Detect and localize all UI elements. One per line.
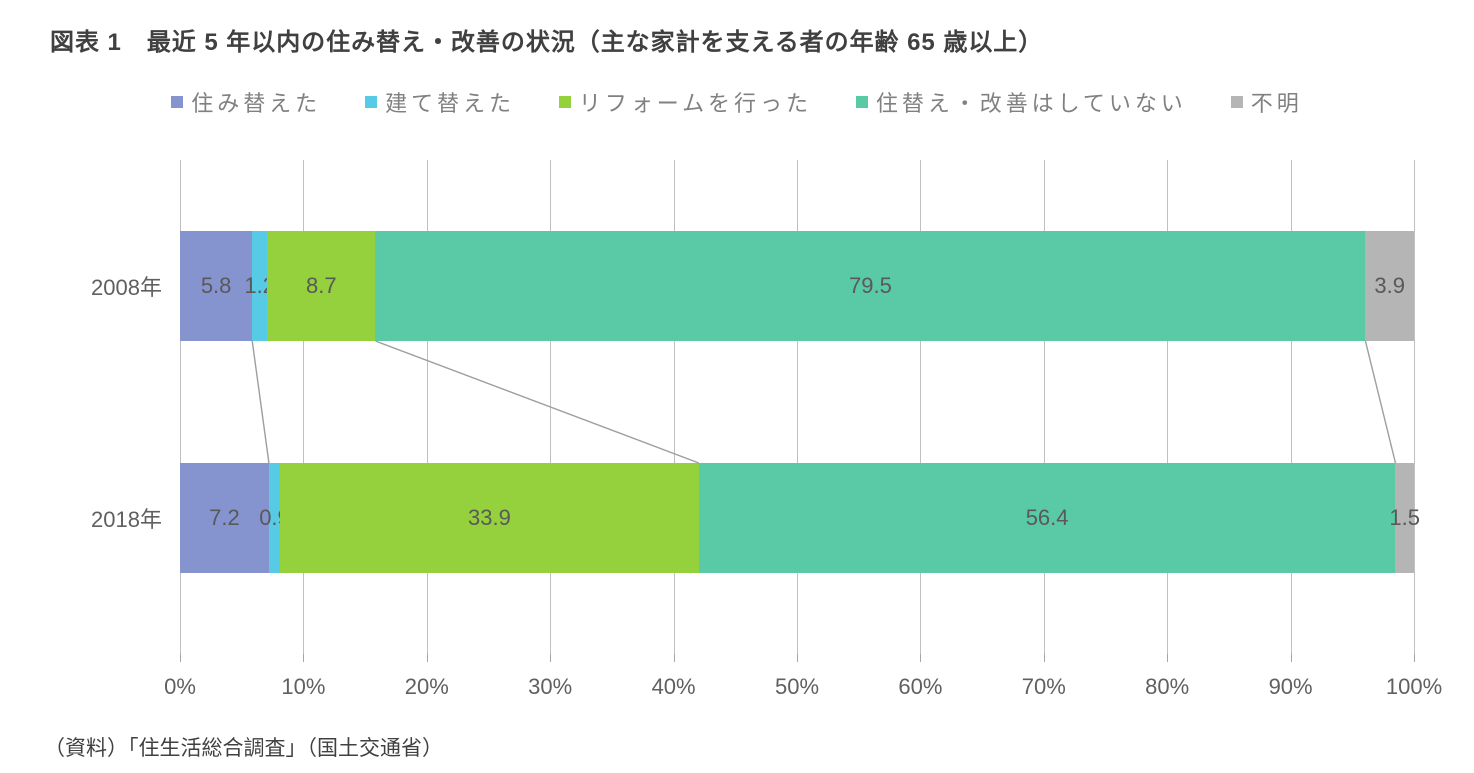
legend: 住み替えた 建て替えた リフォームを行った 住替え・改善はしていない 不明 [0, 86, 1474, 118]
legend-label: 不明 [1251, 86, 1303, 118]
source-note: （資料）「住生活総合調査」（国土交通省） [44, 732, 443, 762]
x-tick-mark [797, 654, 798, 662]
x-tick-mark [1044, 654, 1045, 662]
chart-title: 図表 1 最近 5 年以内の住み替え・改善の状況（主な家計を支える者の年齢 65… [50, 22, 1043, 57]
legend-swatch-icon [856, 96, 868, 108]
x-tick-mark [1167, 654, 1168, 662]
connector-lines [180, 160, 1414, 654]
legend-label: リフォームを行った [579, 86, 812, 118]
legend-swatch-icon [171, 96, 183, 108]
x-tick-mark [1414, 654, 1415, 662]
plot-area: 0%10%20%30%40%50%60%70%80%90%100%2008年5.… [180, 160, 1414, 654]
x-tick-label: 0% [164, 674, 196, 700]
chart-container: 図表 1 最近 5 年以内の住み替え・改善の状況（主な家計を支える者の年齢 65… [0, 0, 1474, 773]
x-tick-label: 30% [528, 674, 572, 700]
legend-swatch-icon [365, 96, 377, 108]
category-label: 2008年 [62, 270, 162, 302]
gridline [1414, 160, 1415, 654]
x-tick-mark [550, 654, 551, 662]
x-tick-label: 40% [652, 674, 696, 700]
x-tick-label: 70% [1022, 674, 1066, 700]
x-tick-mark [674, 654, 675, 662]
legend-label: 住替え・改善はしていない [876, 86, 1187, 118]
x-tick-mark [1291, 654, 1292, 662]
x-tick-mark [180, 654, 181, 662]
legend-item-0: 住み替えた [171, 86, 321, 118]
x-tick-mark [920, 654, 921, 662]
x-tick-label: 50% [775, 674, 819, 700]
category-label: 2018年 [62, 502, 162, 534]
x-tick-label: 80% [1145, 674, 1189, 700]
x-tick-mark [427, 654, 428, 662]
x-tick-mark [303, 654, 304, 662]
legend-item-3: 住替え・改善はしていない [856, 86, 1187, 118]
x-tick-label: 20% [405, 674, 449, 700]
legend-item-1: 建て替えた [365, 86, 515, 118]
x-tick-label: 60% [898, 674, 942, 700]
legend-item-2: リフォームを行った [559, 86, 812, 118]
legend-label: 建て替えた [385, 86, 515, 118]
legend-swatch-icon [559, 96, 571, 108]
x-tick-label: 90% [1269, 674, 1313, 700]
x-tick-label: 10% [281, 674, 325, 700]
legend-label: 住み替えた [191, 86, 321, 118]
legend-swatch-icon [1231, 96, 1243, 108]
x-tick-label: 100% [1386, 674, 1442, 700]
legend-item-4: 不明 [1231, 86, 1303, 118]
